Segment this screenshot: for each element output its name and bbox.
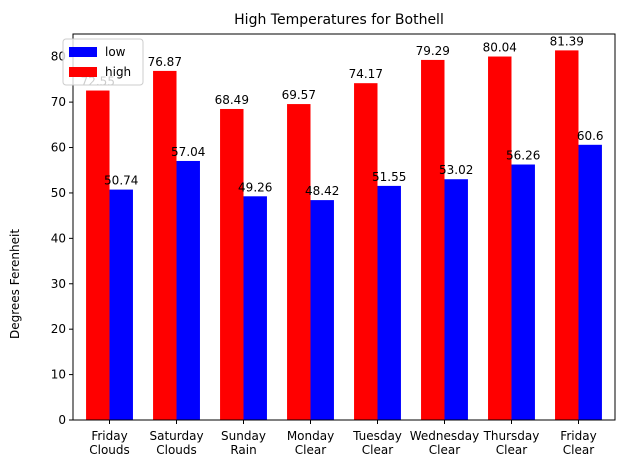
- value-label-high-4: 74.17: [349, 67, 383, 81]
- y-axis: 0 10 20 30 40 50 60 70 80: [51, 50, 73, 427]
- y-tick-label-1: 10: [51, 368, 66, 382]
- bar-low-2: [243, 196, 267, 420]
- x-tick-label-line: Clouds: [156, 443, 197, 457]
- bar-high-1: [153, 70, 177, 420]
- chart-title: High Temperatures for Bothell: [234, 12, 444, 28]
- bar-high-7: [555, 50, 579, 420]
- x-tick-label-line: Clear: [295, 443, 326, 457]
- value-label-low-7: 60.6: [577, 129, 604, 143]
- y-tick-label-0: 0: [58, 413, 66, 427]
- x-tick-label-line: Clear: [429, 443, 460, 457]
- value-label-low-1: 57.04: [171, 145, 205, 159]
- bar-low-6: [511, 164, 535, 420]
- legend-label-high: high: [105, 65, 131, 79]
- bar-high-5: [421, 59, 445, 421]
- y-tick-label-3: 30: [51, 277, 66, 291]
- x-tick-label-line: Friday: [560, 429, 596, 443]
- x-tick-label-7: Friday Clear: [560, 429, 596, 457]
- legend: low high: [62, 38, 144, 86]
- bar-low-5: [444, 179, 468, 420]
- x-tick-label-line: Clear: [496, 443, 527, 457]
- x-tick-label-line: Clouds: [89, 443, 130, 457]
- x-tick-label-2: Sunday Rain: [221, 429, 266, 457]
- value-label-high-3: 69.57: [282, 88, 316, 102]
- y-tick-label-4: 40: [51, 231, 66, 245]
- bar-high-2: [220, 108, 244, 420]
- x-tick-label-0: Friday Clouds: [89, 429, 130, 457]
- y-tick-label-6: 60: [51, 141, 66, 155]
- x-tick-label-1: Saturday Clouds: [149, 429, 203, 457]
- x-tick-label-line: Clear: [563, 443, 594, 457]
- bar-low-7: [578, 144, 602, 421]
- x-tick-label-line: Sunday: [221, 429, 266, 443]
- bar-low-1: [176, 160, 200, 420]
- x-tick-label-line: Rain: [230, 443, 256, 457]
- value-label-low-2: 49.26: [238, 180, 272, 194]
- x-tick-label-line: Thursday: [483, 429, 540, 443]
- value-label-high-6: 80.04: [483, 41, 517, 55]
- plot-frame: [72, 33, 616, 421]
- bar-low-4: [377, 185, 401, 420]
- bars-group: [86, 50, 602, 421]
- value-label-high-5: 79.29: [416, 44, 450, 58]
- y-tick-label-5: 50: [51, 186, 66, 200]
- y-tick-label-8: 80: [51, 50, 66, 64]
- value-label-low-4: 51.55: [372, 170, 406, 184]
- value-labels-group: 72.5576.8768.4969.5774.1779.2980.0481.39…: [81, 34, 604, 198]
- x-tick-label-line: Saturday: [149, 429, 203, 443]
- x-tick-label-6: Thursday Clear: [483, 429, 540, 457]
- bar-low-3: [310, 200, 334, 420]
- value-label-high-7: 81.39: [550, 34, 584, 48]
- bar-low-0: [109, 189, 133, 420]
- y-tick-label-7: 70: [51, 95, 66, 109]
- bar-high-4: [354, 83, 378, 420]
- bar-high-3: [287, 104, 311, 421]
- value-label-low-3: 48.42: [305, 184, 339, 198]
- x-tick-label-line: Wednesday: [410, 429, 479, 443]
- bar-high-6: [488, 56, 512, 421]
- value-label-low-6: 56.26: [506, 149, 540, 163]
- legend-swatch-high: [69, 67, 97, 77]
- x-tick-label-3: Monday Clear: [287, 429, 334, 457]
- value-label-high-1: 76.87: [148, 55, 182, 69]
- value-label-low-5: 53.02: [439, 163, 473, 177]
- y-axis-label: Degrees Ferenheit: [8, 229, 22, 339]
- x-tick-label-line: Friday: [91, 429, 127, 443]
- x-tick-label-5: Wednesday Clear: [410, 429, 479, 457]
- x-tick-label-line: Tuesday: [352, 429, 402, 443]
- x-tick-label-line: Clear: [362, 443, 393, 457]
- bar-high-0: [86, 90, 110, 420]
- x-tick-label-line: Monday: [287, 429, 334, 443]
- y-tick-label-2: 20: [51, 322, 66, 336]
- value-label-high-2: 68.49: [215, 93, 249, 107]
- legend-label-low: low: [105, 45, 126, 59]
- x-tick-label-4: Tuesday Clear: [352, 429, 402, 457]
- value-label-low-0: 50.74: [104, 174, 138, 188]
- legend-swatch-low: [69, 47, 97, 57]
